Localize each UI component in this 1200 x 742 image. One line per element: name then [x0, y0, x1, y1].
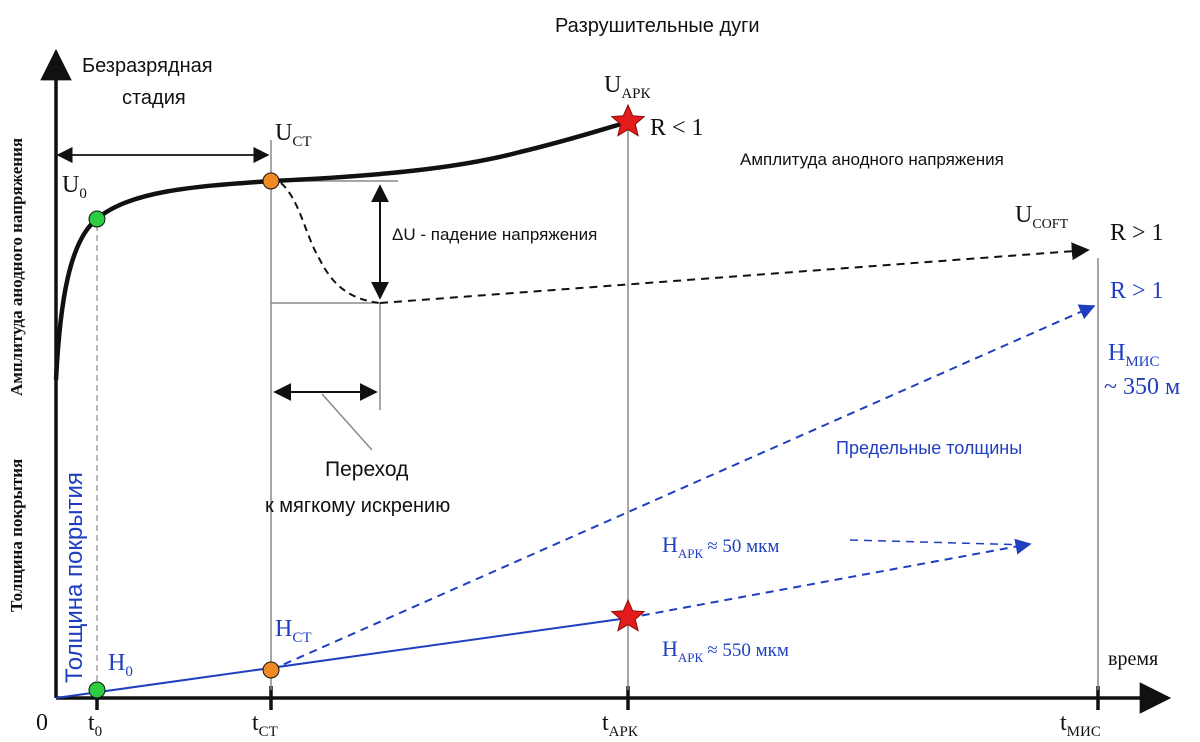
thickness-dashed-from-ark — [627, 538, 1032, 619]
hark50-dashed-arrow — [849, 539, 1031, 546]
voltage-curve — [53, 119, 629, 381]
hst-label: HСТ — [275, 616, 312, 646]
star-marker-hark — [610, 598, 646, 632]
hmis-value-label: ~ 350 м — [1104, 374, 1180, 400]
tick-label-tmis: tМИС — [1060, 710, 1101, 740]
transition-label-line1: Переход — [325, 458, 408, 481]
delta-u-label: ΔU - падение напряжения — [392, 225, 597, 244]
tick-label-t0: t0 — [88, 710, 102, 740]
stage-label-line2: стадия — [122, 87, 186, 109]
r-lt-1-label: R < 1 — [650, 115, 704, 141]
thickness-dashed-to-hmis — [270, 304, 1096, 671]
y-label-bottom: Толщина покрытия — [7, 459, 26, 612]
hark-550-label: HАРК ≈ 550 мкм — [662, 636, 789, 665]
transition-leader-line — [321, 393, 373, 451]
y-label-blue: Толщина покрытия — [61, 472, 88, 683]
soft-spark-line — [379, 242, 1090, 304]
origin-label: 0 — [36, 710, 48, 736]
diagram-title: Разрушительные дуги — [555, 15, 760, 37]
tick-label-tst: tСТ — [252, 710, 278, 740]
voltage-drop-curve — [280, 182, 381, 304]
limit-thickness-label: Предельные толщины — [836, 438, 1022, 458]
star-marker-uark — [610, 103, 646, 137]
r-gt-1-blue-label: R > 1 — [1110, 278, 1164, 304]
amp-title-label: Амплитуда анодного напряжения — [740, 150, 1004, 169]
usoft-label: UСОFT — [1015, 202, 1069, 232]
circle-marker-hst — [262, 661, 280, 679]
circle-marker-ust — [262, 172, 280, 190]
uark-label: UАРК — [604, 72, 652, 102]
circle-marker-h0 — [88, 681, 106, 699]
h0-label: H0 — [108, 650, 133, 680]
x-axis-label: время — [1108, 648, 1158, 670]
hark-50-label: HАРК ≈ 50 мкм — [662, 532, 779, 561]
hmis-label: HМИС — [1108, 340, 1160, 370]
circle-marker-u0 — [88, 210, 106, 228]
r-gt-1-black-label: R > 1 — [1110, 220, 1164, 246]
u0-label: U0 — [62, 172, 87, 202]
stage-label-line1: Безразрядная — [82, 55, 213, 77]
tick-label-tark: tАРК — [602, 710, 639, 740]
ust-label: UСТ — [275, 120, 312, 150]
transition-label-line2: к мягкому искрению — [265, 495, 450, 517]
y-label-top: Амплитуда анодного напряжения — [7, 138, 26, 396]
thickness-solid-line — [55, 617, 629, 699]
